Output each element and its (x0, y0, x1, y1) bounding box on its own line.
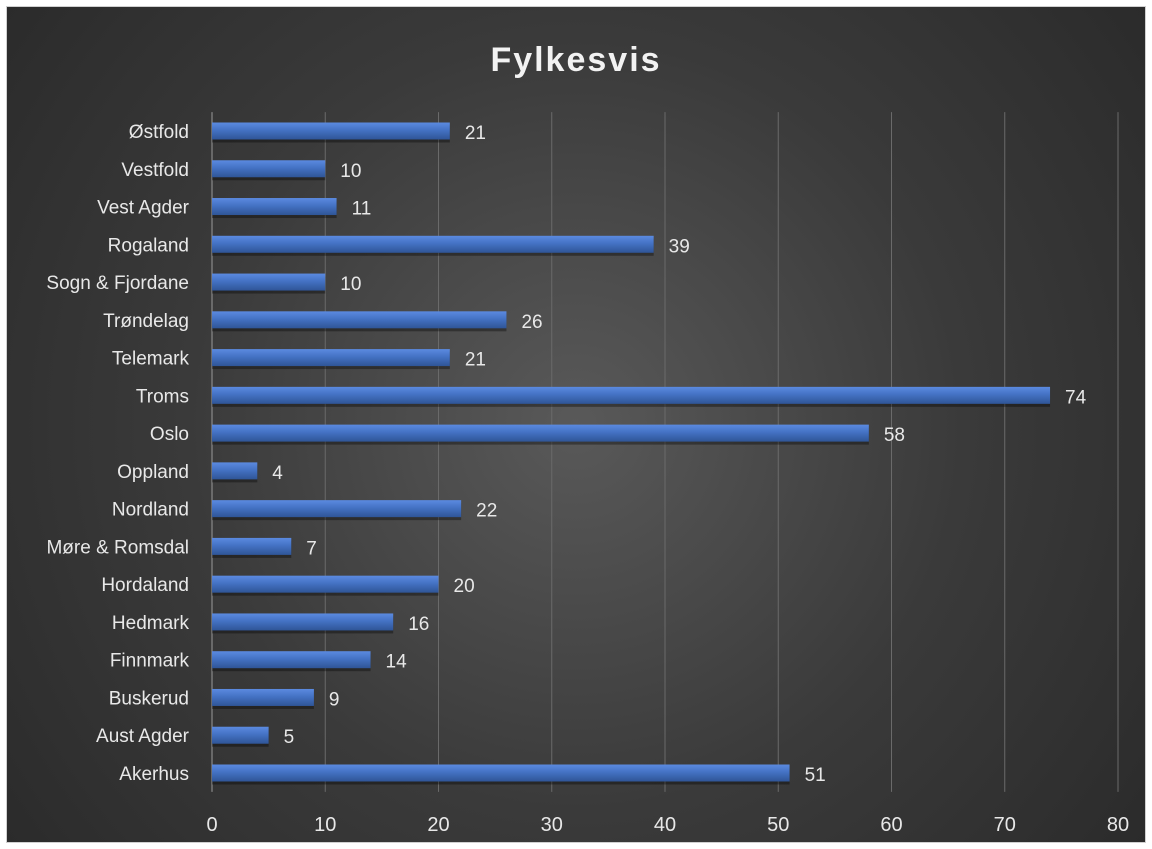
bar (212, 613, 394, 631)
data-label: 7 (306, 538, 317, 559)
bar (212, 537, 292, 555)
category-label: Troms (136, 386, 189, 407)
gridlines (211, 112, 1119, 792)
bar (212, 462, 258, 480)
bar (212, 273, 326, 291)
x-tick-labels: 0 10 20 30 40 50 60 70 80 (206, 814, 1129, 836)
x-tick-label: 50 (767, 814, 789, 836)
data-label: 39 (669, 236, 690, 257)
x-tick-label: 0 (206, 814, 217, 836)
category-label: Møre & Romsdal (46, 537, 189, 558)
x-tick-label: 30 (541, 814, 563, 836)
x-tick-label: 60 (880, 814, 902, 836)
bar (212, 424, 869, 442)
bar (212, 764, 790, 782)
data-label: 58 (884, 425, 905, 446)
data-label: 21 (465, 350, 486, 371)
bar (212, 726, 269, 744)
bar (212, 235, 654, 253)
x-tick-label: 20 (427, 814, 449, 836)
data-label: 11 (352, 199, 372, 220)
data-label: 22 (476, 501, 497, 522)
x-tick-label: 80 (1107, 814, 1129, 836)
data-label: 51 (805, 765, 826, 786)
chart-title: Fylkesvis (490, 41, 662, 79)
category-label: Buskerud (109, 688, 189, 709)
data-label: 5 (284, 727, 295, 748)
category-label: Akerhus (119, 764, 189, 785)
category-label: Oppland (117, 462, 189, 483)
x-tick-label: 40 (654, 814, 676, 836)
bar (212, 651, 371, 669)
bar (212, 122, 450, 140)
bar (212, 311, 507, 329)
bar (212, 160, 326, 178)
data-label: 21 (465, 123, 486, 144)
data-label: 10 (340, 161, 361, 182)
category-label: Rogaland (108, 235, 189, 256)
data-label: 20 (454, 576, 475, 597)
category-label: Sogn & Fjordane (46, 273, 189, 294)
category-label: Hedmark (112, 613, 190, 634)
category-label: Nordland (112, 500, 189, 521)
bars (212, 122, 1051, 785)
category-label: Trøndelag (103, 311, 189, 332)
bar (212, 688, 314, 706)
category-label: Oslo (150, 424, 189, 445)
category-label: Vestfold (121, 160, 189, 181)
bar (212, 386, 1051, 404)
data-label: 9 (329, 689, 340, 710)
category-label: Østfold (129, 122, 189, 143)
category-label: Telemark (112, 349, 190, 370)
bar (212, 575, 439, 593)
data-label: 16 (408, 614, 429, 635)
data-label: 4 (272, 463, 283, 484)
data-label: 14 (386, 652, 408, 673)
data-label: 10 (340, 274, 361, 295)
category-label: Aust Agder (96, 726, 190, 747)
chart-area: Fylkesvis (6, 6, 1146, 843)
data-label: 26 (521, 312, 542, 333)
bar (212, 349, 450, 367)
category-label: Hordaland (101, 575, 189, 596)
bar (212, 198, 337, 216)
x-tick-label: 10 (314, 814, 336, 836)
bar (212, 500, 462, 518)
category-labels: Østfold Vestfold Vest Agder Rogaland Sogn & … (46, 122, 189, 785)
category-label: Vest Agder (97, 198, 190, 219)
x-tick-label: 70 (994, 814, 1016, 836)
category-label: Finnmark (110, 651, 190, 672)
data-label: 74 (1065, 387, 1087, 408)
